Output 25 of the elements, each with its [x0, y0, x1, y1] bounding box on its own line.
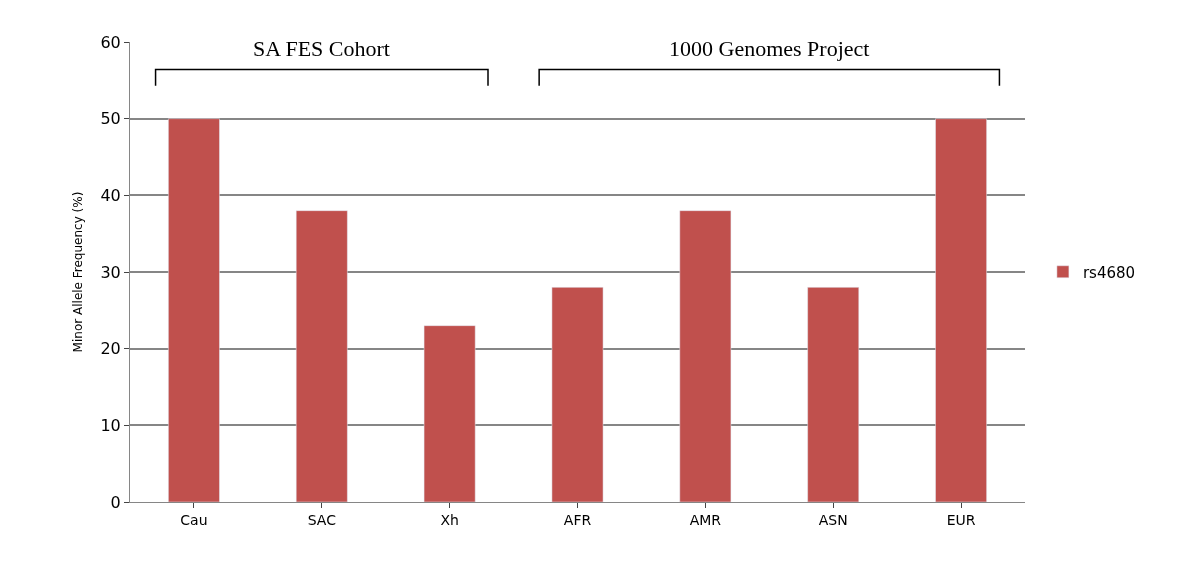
y-tick-label: 50	[100, 109, 121, 129]
x-tick-label: AFR	[563, 511, 592, 528]
y-tick-label: 20	[100, 339, 121, 359]
x-tick-label: AMR	[689, 511, 722, 528]
x-tick-label: Cau	[180, 511, 208, 528]
bar	[423, 325, 476, 502]
legend-label: rs4680	[1082, 263, 1136, 282]
bar	[679, 210, 732, 502]
x-tick-label: ASN	[818, 511, 848, 528]
y-tick-label: 0	[110, 492, 121, 512]
annotation: 1000 Genomes Project	[669, 36, 870, 61]
x-tick-label: EUR	[946, 511, 976, 528]
y-tick-label: 40	[100, 185, 121, 205]
y-tick-label: 10	[100, 415, 121, 435]
bar	[807, 287, 860, 502]
y-axis-title: Minor Allele Frequency (%)	[70, 191, 85, 353]
bar	[168, 118, 220, 502]
y-tick-label: 30	[100, 262, 121, 282]
annotation: SA FES Cohort	[253, 36, 390, 61]
bar	[551, 287, 604, 502]
x-tick-label: Xh	[440, 511, 459, 528]
bar	[295, 210, 348, 502]
y-tick-label: 60	[100, 32, 121, 52]
bar	[935, 118, 987, 502]
x-tick-label: SAC	[307, 511, 337, 528]
